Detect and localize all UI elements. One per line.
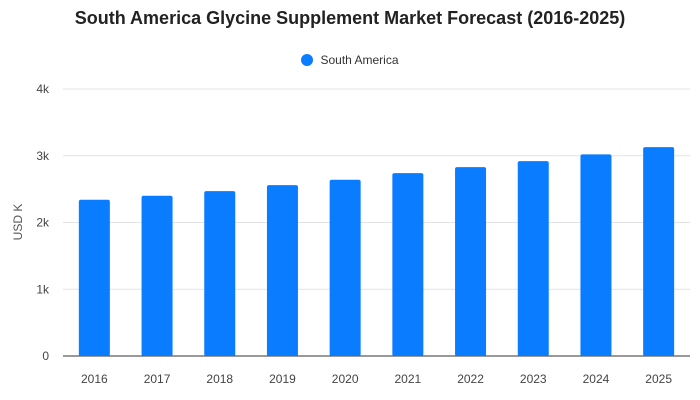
legend-swatch [301, 54, 314, 66]
x-tick-label: 2023 [520, 372, 547, 386]
bar-2020[interactable] [329, 179, 361, 356]
legend[interactable]: South America [0, 53, 700, 67]
x-tick-label: 2017 [144, 372, 171, 386]
bar-2018[interactable] [204, 191, 236, 356]
x-tick-label: 2016 [81, 372, 108, 386]
x-tick-label: 2022 [457, 372, 484, 386]
x-tick-label: 2020 [332, 372, 359, 386]
bar-2016[interactable] [78, 199, 110, 356]
y-tick-label: 0 [42, 349, 49, 363]
bar-2023[interactable] [517, 161, 549, 356]
x-tick-label: 2019 [269, 372, 296, 386]
x-axis: 2016 2017 2018 2019 2020 2021 2022 2023 2024 2025 [81, 372, 672, 386]
x-tick-label: 2021 [394, 372, 421, 386]
y-tick-label: 2k [36, 216, 50, 230]
bar-2022[interactable] [455, 167, 487, 356]
bar-2024[interactable] [580, 154, 612, 356]
y-axis: 0 1k 2k 3k 4k [36, 82, 50, 363]
y-tick-label: 1k [36, 282, 50, 296]
x-tick-label: 2018 [206, 372, 233, 386]
legend-label: South America [320, 53, 399, 67]
bar-2017[interactable] [141, 195, 173, 356]
x-tick-label: 2024 [583, 372, 610, 386]
y-axis-title: USD K [11, 204, 25, 241]
y-tick-label: 3k [36, 149, 50, 163]
bar-2025[interactable] [643, 147, 675, 356]
chart-title: South America Glycine Supplement Market … [74, 8, 626, 28]
bar-2019[interactable] [266, 185, 298, 356]
x-tick-label: 2025 [645, 372, 672, 386]
bar-2021[interactable] [392, 173, 424, 356]
bars [78, 147, 675, 356]
y-tick-label: 4k [36, 82, 50, 96]
